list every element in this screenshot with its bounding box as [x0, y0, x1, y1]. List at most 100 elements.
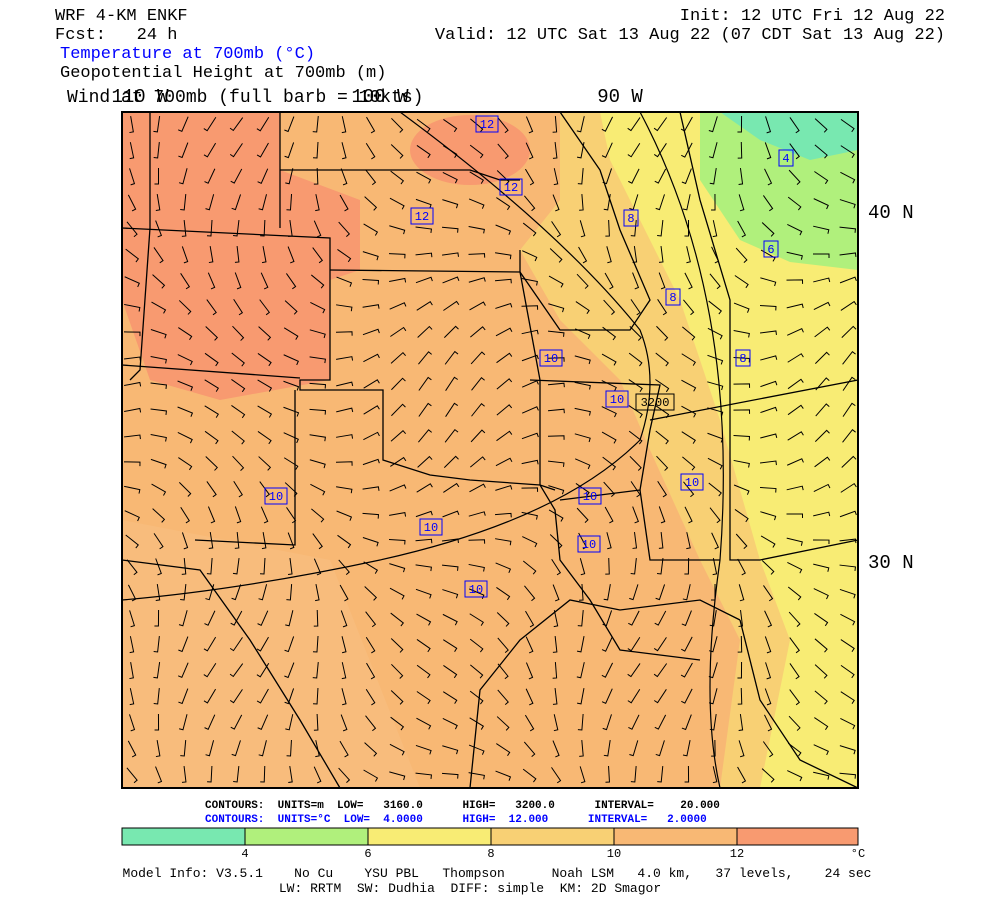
wind-barb	[764, 688, 772, 706]
wind-barb	[681, 353, 696, 366]
wind-barb	[497, 689, 509, 706]
wind-barb	[657, 299, 668, 316]
wind-barb	[181, 246, 189, 264]
wind-barb	[153, 635, 160, 653]
wind-barb	[711, 532, 720, 550]
wind-barb	[842, 402, 856, 417]
contour-label: 10	[610, 393, 624, 407]
wind-barb	[842, 376, 856, 391]
wind-barb	[260, 506, 269, 524]
wind-barb	[416, 691, 431, 705]
wind-barb	[709, 610, 717, 627]
wind-barb	[362, 486, 380, 491]
wind-barb	[468, 744, 485, 755]
wind-barb	[759, 486, 777, 493]
wind-barb	[416, 171, 432, 184]
wind-barb	[468, 588, 485, 600]
wind-barb	[708, 116, 718, 133]
wind-barb	[470, 118, 484, 133]
wind-barb	[734, 509, 749, 523]
wind-barb	[470, 351, 486, 365]
contour-label: 3200	[641, 396, 670, 410]
wind-barb	[232, 558, 240, 575]
wind-barb	[681, 405, 697, 418]
wind-barb	[313, 558, 322, 576]
wind-barb	[841, 325, 857, 338]
colorbar-label: 12	[730, 847, 744, 861]
wind-barb	[762, 741, 774, 758]
wind-barb	[309, 382, 327, 389]
wind-barb	[578, 532, 588, 550]
wind-barb	[604, 506, 614, 524]
wind-barb	[656, 455, 669, 471]
wind-barb	[339, 194, 349, 212]
wind-barb	[442, 538, 459, 544]
wind-barb	[391, 403, 406, 417]
wind-barb	[787, 328, 804, 336]
wind-barb	[839, 564, 857, 571]
wind-barb	[521, 305, 539, 310]
wind-barb	[177, 662, 189, 679]
wind-barb	[547, 357, 565, 362]
wind-barb	[309, 459, 326, 469]
contour-label-box	[577, 535, 601, 553]
wind-barb	[786, 458, 804, 466]
wind-barb	[257, 610, 269, 626]
wind-barb	[786, 485, 804, 491]
wind-barb	[233, 480, 243, 498]
wind-barb	[442, 199, 459, 209]
state-border	[639, 489, 720, 561]
colorbar-label: 4	[241, 847, 248, 861]
colorbar-segment	[244, 827, 369, 846]
wind-barb	[737, 687, 743, 705]
wind-barb	[415, 198, 432, 209]
wind-barb	[231, 379, 246, 393]
wind-barb	[521, 277, 538, 286]
map: 12 12 12 8 4 6 8 8 10 10 3200 10 10 10 10 10 10	[121, 111, 859, 789]
wind-barb	[605, 557, 610, 575]
wind-barb	[656, 557, 664, 575]
wind-barb	[470, 664, 484, 679]
wind-barb	[709, 273, 721, 290]
wind-barb	[629, 740, 639, 757]
wind-barb	[261, 532, 267, 550]
wind-barb	[363, 223, 379, 236]
wind-barb	[155, 766, 163, 784]
wind-barb	[258, 326, 272, 341]
wind-barb	[203, 636, 217, 652]
wind-barb	[601, 380, 617, 392]
wind-barb	[258, 456, 272, 471]
wind-barb	[764, 610, 773, 628]
contour-label: 12	[504, 181, 518, 195]
wind-barb	[418, 351, 432, 365]
wind-barb	[632, 272, 640, 290]
wind-barb	[153, 116, 161, 133]
wind-barb	[442, 252, 459, 257]
wind-barb	[605, 765, 610, 783]
wind-barb	[337, 249, 352, 263]
wind-barb	[497, 143, 509, 160]
wind-barb	[814, 690, 828, 705]
wind-barb	[468, 511, 486, 517]
contour-label-box	[778, 149, 794, 167]
wind-barb	[787, 586, 802, 601]
wind-barb	[840, 717, 856, 730]
wind-barb	[682, 194, 691, 211]
wind-barb	[365, 636, 376, 654]
wind-barb	[204, 352, 219, 367]
temperature-region	[122, 520, 420, 788]
colorbar-label: 10	[607, 847, 621, 861]
wind-barb	[313, 713, 319, 731]
wind-barb	[442, 276, 460, 284]
wind-barb	[256, 636, 269, 652]
height-contour	[121, 111, 651, 601]
wind-barb	[338, 221, 351, 238]
wind-barb	[814, 664, 828, 679]
wind-barb	[441, 564, 459, 571]
wind-barb	[552, 687, 558, 705]
wind-barb	[177, 432, 193, 444]
wind-barb	[813, 511, 831, 517]
wind-barb	[815, 377, 830, 391]
wind-barb	[257, 714, 269, 730]
wind-barb	[124, 276, 140, 288]
